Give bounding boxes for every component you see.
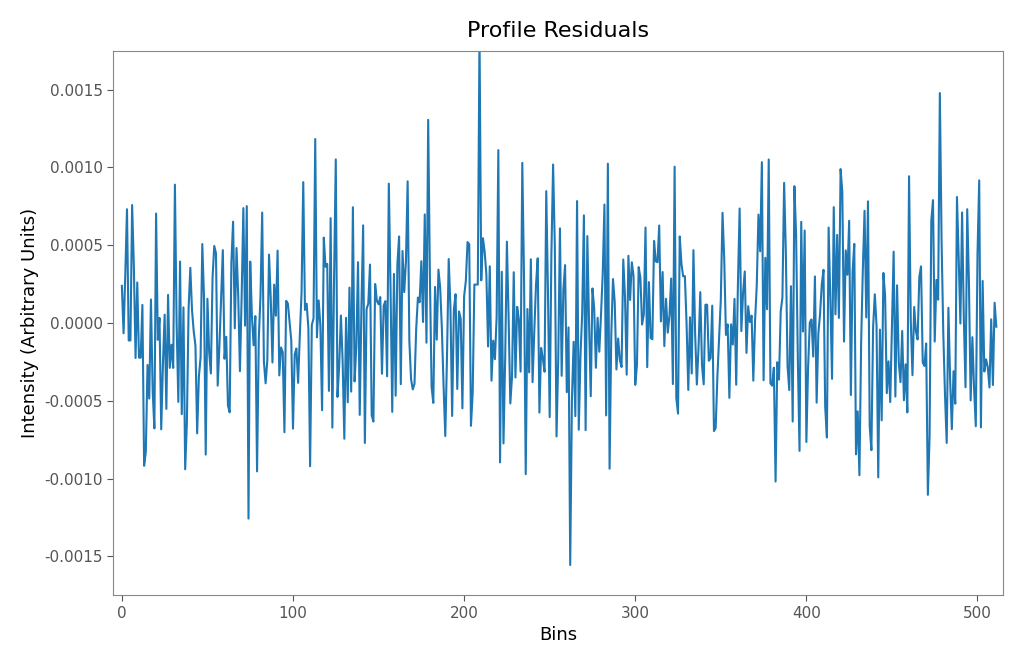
Title: Profile Residuals: Profile Residuals (467, 21, 649, 41)
Y-axis label: Intensity (Arbitrary Units): Intensity (Arbitrary Units) (20, 208, 39, 438)
X-axis label: Bins: Bins (540, 626, 578, 644)
